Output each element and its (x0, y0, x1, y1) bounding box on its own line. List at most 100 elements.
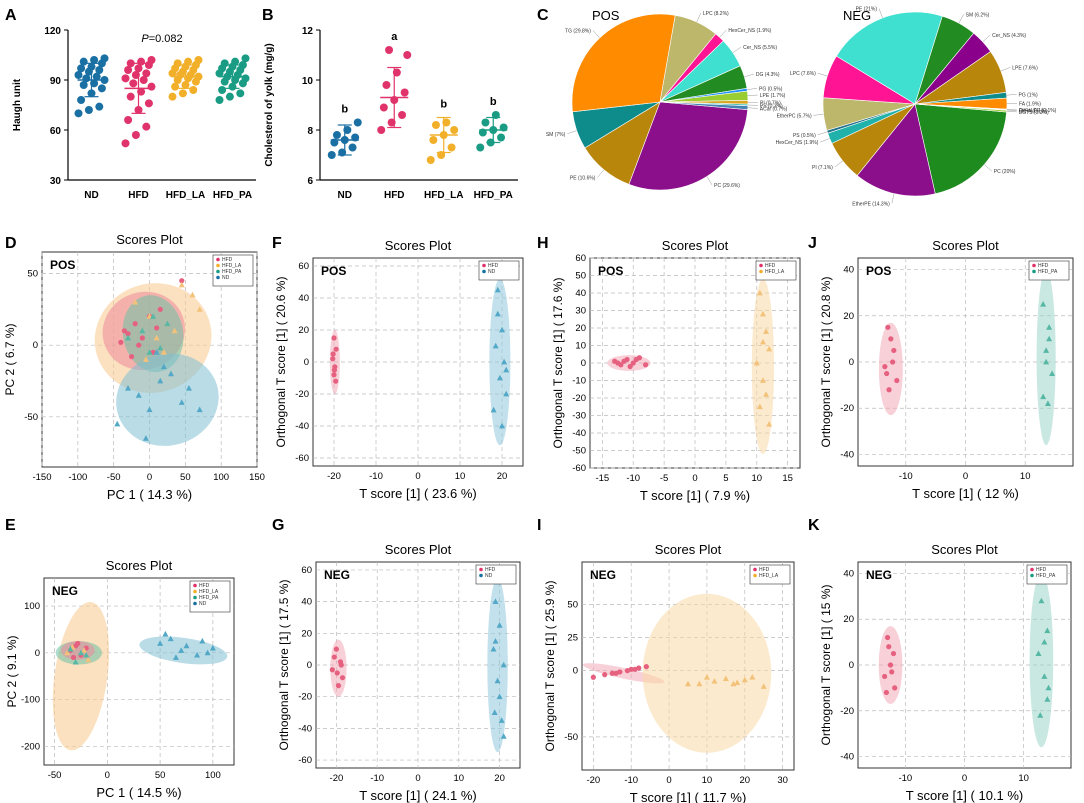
legend-label: HFD (1038, 263, 1049, 269)
y-tick-label: 20 (843, 614, 854, 625)
score-point-orange (703, 674, 710, 680)
confidence-ellipse-pink (878, 322, 903, 416)
y-tick-label: 40 (298, 293, 309, 304)
mode-label: NEG (52, 584, 78, 598)
y-tick-label: 20 (298, 325, 309, 336)
y-tick-label: 20 (843, 311, 854, 322)
data-point-ND (77, 96, 86, 104)
legend-marker-HFD_LA (193, 589, 197, 594)
x-tick-label: HFD_PA (213, 190, 252, 201)
score-point-pink (338, 662, 344, 668)
data-point-HFD (124, 116, 133, 124)
score-point-pink (330, 351, 336, 357)
score-point-pink (339, 675, 346, 681)
y-axis-label: Orthogonal T score [1] ( 20.8 %) (819, 277, 833, 448)
y-tick-label: -20 (840, 403, 854, 414)
y-tick-label: 10 (575, 341, 586, 352)
x-tick-label: 0 (692, 473, 697, 484)
score-point-blue (492, 342, 499, 349)
score-point-HFD_LA (160, 349, 167, 355)
data-point-ND (77, 64, 86, 73)
data-point-HFD (124, 66, 133, 74)
score-point-orange (741, 676, 748, 683)
pie-neg: NEG PC (20%) EtherPE (14.3%) PI (7.1%) HexCe… (776, 7, 1057, 208)
sig-letter: a (391, 31, 398, 43)
x-tick-label: HFD_LA (166, 190, 205, 201)
x-tick-label: 20 (739, 775, 750, 786)
legend-label: HFD (222, 257, 233, 263)
pie-label: PS (0.5%) (793, 133, 816, 139)
score-point-HFD (179, 278, 185, 284)
score-point-blue (494, 310, 501, 317)
data-point-HFD (144, 99, 153, 108)
x-axis-label: T score [1] ( 7.9 %) (640, 488, 750, 503)
score-point-blue (500, 661, 507, 668)
pie-label: PG (1%) (1019, 92, 1039, 98)
score-point-ND (196, 406, 203, 413)
pie-label: SM (7%) (546, 132, 566, 138)
y-tick-label: 50 (575, 271, 586, 282)
legend-box (478, 260, 520, 281)
pie-leader (1006, 110, 1017, 113)
pie-leader (1006, 109, 1017, 111)
y-tick-label: 100 (24, 601, 40, 612)
score-point-HFD (157, 306, 163, 312)
score-point-HFD_PA (67, 645, 74, 652)
mode-label: POS (866, 264, 891, 278)
confidence-ellipse-teal (1029, 573, 1054, 748)
x-tick-label: 30 (777, 775, 788, 786)
score-point-ND (160, 363, 167, 370)
y-tick-label: 0 (33, 340, 38, 351)
data-point-HFD_LA (431, 121, 440, 129)
data-point-ND (74, 71, 83, 79)
data-point-ND (92, 72, 101, 81)
data-point-ND (100, 54, 109, 63)
pie-leader (817, 72, 828, 77)
score-point-ND (157, 377, 164, 384)
x-tick-label: -50 (48, 770, 62, 781)
pie-label: PC (20%) (994, 169, 1016, 175)
y-tick-label: 40 (843, 568, 854, 579)
y-tick-label: 0 (307, 660, 312, 671)
x-tick-label: HFD_PA (474, 190, 513, 201)
score-point-blue (496, 622, 503, 628)
plot-title: Scores Plot (655, 542, 722, 557)
confidence-ellipse-HFD_PA (122, 295, 184, 373)
data-point-ND (84, 106, 93, 114)
score-point-blue (498, 717, 505, 723)
y-tick-label: 20 (575, 323, 586, 334)
score-point-pink (621, 358, 627, 364)
pie-leader (696, 12, 702, 23)
plot-title: Scores Plot (385, 542, 452, 557)
y-axis-label: Orthogonal T score [1] ( 20.6 %) (274, 277, 288, 448)
y-tick-label: 30 (575, 306, 586, 317)
pie-label: DGTS (0.3%) (1019, 110, 1049, 116)
pie-label: PE (21%) (856, 7, 878, 13)
score-point-pink (331, 372, 337, 378)
x-tick-label: 20 (494, 773, 505, 784)
score-point-ND (142, 435, 149, 441)
y-axis-label: PC 2 ( 9.1 %) (5, 635, 19, 707)
pie-leader (820, 138, 830, 143)
score-point-teal (1041, 638, 1048, 645)
score-point-orange (734, 679, 741, 685)
score-point-HFD_LA (178, 281, 185, 288)
sig-letter: b (440, 99, 447, 111)
pie-label: TG (29.8%) (565, 29, 591, 35)
x-tick-label: -150 (32, 472, 51, 483)
legend-label: HFD (488, 263, 499, 269)
data-point-HFD_PA (238, 61, 247, 69)
score-point-blue (496, 374, 503, 381)
x-tick-label: 0 (415, 773, 420, 784)
confidence-ellipse-orange (642, 593, 772, 753)
data-point-HFD_LA (429, 136, 438, 144)
x-axis-label: T score [1] ( 24.1 %) (359, 788, 477, 803)
legend-marker-HFD (1030, 567, 1034, 572)
x-axis-label: T score [1] ( 11.7 %) (630, 790, 747, 803)
x-tick-label: 10 (751, 473, 762, 484)
score-point-orange (763, 328, 770, 334)
score-point-HFD (121, 328, 128, 334)
